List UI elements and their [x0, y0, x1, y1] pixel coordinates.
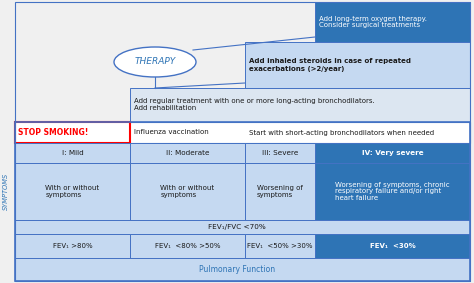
- Text: FEV₁  <80% >50%: FEV₁ <80% >50%: [155, 243, 220, 249]
- Bar: [15, 258, 470, 281]
- Bar: [130, 143, 245, 163]
- Bar: [315, 234, 470, 258]
- Text: FEV₁/FVC <70%: FEV₁/FVC <70%: [208, 224, 266, 230]
- Text: Pulmonary Function: Pulmonary Function: [199, 265, 275, 274]
- Bar: [245, 42, 470, 88]
- Text: THERAPY: THERAPY: [134, 57, 176, 67]
- Ellipse shape: [114, 47, 196, 77]
- Bar: [130, 234, 245, 258]
- Text: Add long-term oxygen therapy.
Consider surgical treatments: Add long-term oxygen therapy. Consider s…: [319, 16, 427, 29]
- Text: III: Severe: III: Severe: [262, 150, 298, 156]
- Bar: [315, 163, 470, 220]
- Text: FEV₁ >80%: FEV₁ >80%: [53, 243, 92, 249]
- Bar: [15, 234, 130, 258]
- Text: Influenza vaccination: Influenza vaccination: [134, 130, 209, 136]
- Text: Add regular treatment with one or more long-acting bronchodilators.
Add rehabili: Add regular treatment with one or more l…: [134, 98, 375, 112]
- Bar: [245, 143, 315, 163]
- Text: II: Moderate: II: Moderate: [166, 150, 209, 156]
- Text: FEV₁  <30%: FEV₁ <30%: [370, 243, 415, 249]
- Bar: [130, 88, 470, 122]
- Text: With or without
symptoms: With or without symptoms: [46, 185, 100, 198]
- Text: With or without
symptoms: With or without symptoms: [160, 185, 215, 198]
- Text: IV: Very severe: IV: Very severe: [362, 150, 423, 156]
- Bar: [315, 2, 470, 42]
- Bar: [15, 220, 470, 234]
- Bar: [15, 122, 130, 143]
- Text: Worsening of
symptoms: Worsening of symptoms: [257, 185, 303, 198]
- Text: SYMPTOMS: SYMPTOMS: [3, 173, 9, 210]
- Text: I: Mild: I: Mild: [62, 150, 83, 156]
- Text: STOP SMOKING!: STOP SMOKING!: [18, 128, 88, 137]
- Bar: [245, 163, 315, 220]
- Text: Worsening of symptoms, chronic
respiratory failure and/or right
heart failure: Worsening of symptoms, chronic respirato…: [335, 181, 450, 201]
- Bar: [245, 234, 315, 258]
- Bar: [315, 143, 470, 163]
- Bar: [15, 122, 470, 281]
- Text: FEV₁  <50% >30%: FEV₁ <50% >30%: [247, 243, 313, 249]
- Bar: [130, 163, 245, 220]
- Text: Add inhaled steroids in case of repeated
exacerbations (>2/year): Add inhaled steroids in case of repeated…: [249, 59, 411, 72]
- Text: Start with short-acting bronchodilators when needed: Start with short-acting bronchodilators …: [249, 130, 434, 136]
- Bar: [15, 163, 130, 220]
- Bar: [15, 122, 470, 143]
- Bar: [15, 143, 130, 163]
